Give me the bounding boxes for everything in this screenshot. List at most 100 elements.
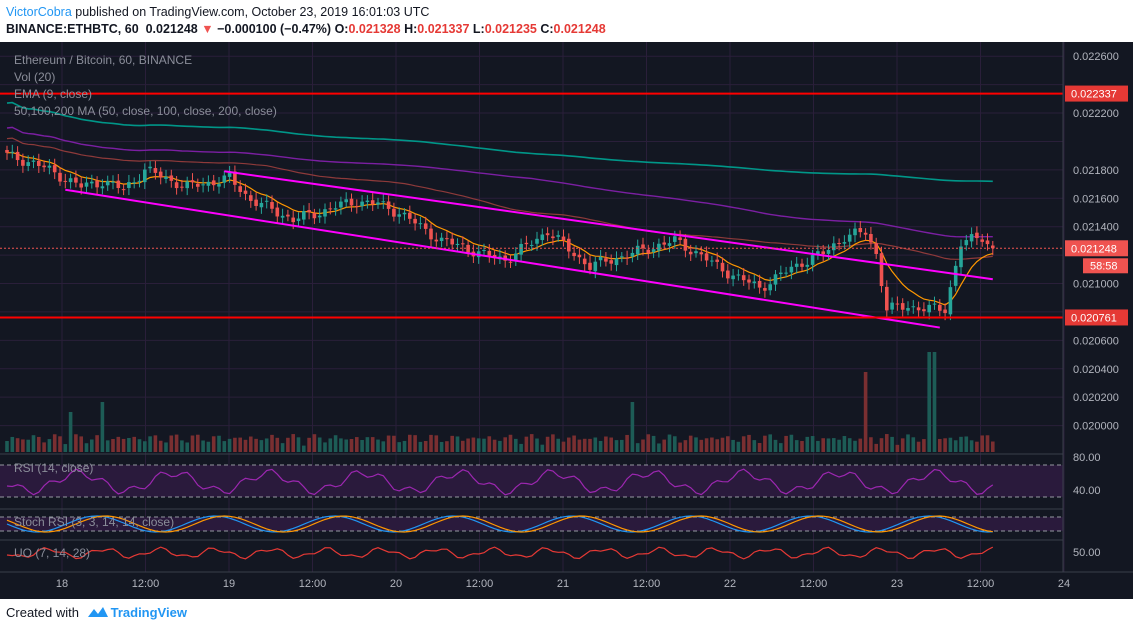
candle-body (688, 251, 693, 255)
legend-uo: UO (7, 14, 28) (14, 546, 90, 560)
candle-body (816, 251, 820, 255)
candle-body (863, 232, 868, 235)
volume-bar (418, 441, 423, 452)
candle-body (418, 223, 423, 225)
current-price-tag (1065, 240, 1128, 257)
volume-bar (127, 437, 131, 452)
candle-body (323, 209, 327, 217)
candle-body (991, 245, 995, 249)
time-tick-label: 12:00 (132, 578, 160, 590)
channel-upper-line (224, 170, 993, 281)
candle-body (264, 200, 269, 202)
price-chart[interactable]: 0.022600 0.022200 0.021800 0.021600 0.021400… (0, 42, 1133, 599)
volume-bar (307, 437, 311, 452)
candle-body (741, 275, 746, 281)
volume-bar (688, 435, 693, 452)
volume-bar (291, 434, 295, 452)
volume-bar (164, 442, 168, 452)
volume-bar (243, 439, 248, 452)
author-link[interactable]: VictorCobra (6, 5, 72, 19)
candle-body (370, 200, 375, 205)
candle-body (413, 218, 417, 224)
candle-body (657, 243, 661, 251)
candle-body (185, 181, 189, 189)
candle-body (609, 260, 613, 264)
candle-body (975, 232, 979, 239)
volume-bar (620, 439, 624, 452)
open-label: O: (334, 22, 349, 36)
time-tick-label: 18 (56, 578, 68, 590)
volume-bar (471, 437, 476, 452)
candle-body (317, 215, 322, 218)
volume-bar (302, 445, 306, 452)
volume-bar (249, 436, 253, 452)
candle-body (842, 242, 847, 244)
volume-bar (593, 437, 598, 452)
volume-bar (47, 439, 52, 452)
volume-bar (31, 435, 36, 452)
candle-body (397, 214, 401, 217)
volume-bar (270, 434, 274, 452)
volume-bar (476, 438, 481, 452)
volume-bar (900, 438, 905, 452)
candle-body (211, 180, 216, 186)
candle-body (461, 243, 465, 245)
legend-stoch-rsi: Stoch RSI (3, 3, 14, 14, close) (14, 515, 174, 529)
time-tick-label: 23 (891, 578, 903, 590)
volume-bar (874, 443, 878, 452)
candle-body (593, 261, 598, 272)
candle-body (784, 272, 788, 274)
volume-bar (715, 439, 719, 452)
volume-bar (609, 437, 613, 452)
candle-body (572, 252, 576, 257)
candle-body (254, 199, 258, 206)
volume-bar (180, 440, 184, 452)
volume-bar (5, 441, 9, 452)
candle-body (773, 274, 778, 285)
candle-body (487, 250, 492, 256)
candle-body (434, 239, 439, 242)
volume-bar (662, 439, 666, 452)
volume-bar (259, 440, 264, 452)
price-tick-label: 0.020000 (1073, 421, 1119, 433)
candle-body (137, 180, 142, 182)
candle-body (847, 234, 852, 242)
volume-bar (667, 434, 672, 452)
tradingview-link[interactable]: TradingView (110, 605, 187, 620)
volume-bar (842, 436, 847, 452)
candle-body (243, 190, 248, 194)
volume-bars (5, 352, 995, 452)
legend-title: Ethereum / Bitcoin, 60, BINANCE (14, 53, 192, 67)
time-tick-label: 12:00 (800, 578, 828, 590)
candle-body (969, 234, 974, 242)
resistance-price-label: 0.022337 (1071, 89, 1117, 101)
volume-bar (683, 440, 688, 452)
volume-bar (408, 434, 412, 452)
publish-line: VictorCobra published on TradingView.com… (6, 5, 429, 19)
candle-body (111, 181, 115, 183)
volume-bar (779, 443, 783, 452)
volume-bar (646, 434, 651, 452)
candle-body (275, 207, 280, 217)
candle-body (127, 182, 131, 188)
volume-bar (487, 436, 492, 452)
candle-body (800, 263, 804, 267)
candle-body (911, 306, 916, 308)
volume-bar (158, 440, 163, 452)
volume-bar (890, 436, 894, 452)
candle-body (604, 258, 608, 262)
candle-body (726, 270, 730, 279)
volume-bar (816, 440, 820, 452)
candle-body (238, 186, 242, 192)
volume-bar (975, 441, 979, 452)
volume-bar (201, 440, 205, 452)
volume-bar (365, 437, 370, 452)
candle-body (429, 228, 433, 240)
candle-body (577, 254, 582, 258)
candle-body (524, 242, 529, 245)
candle-body (646, 249, 651, 254)
support-price-tag (1065, 309, 1128, 326)
volume-bar (763, 435, 767, 452)
quote-line: BINANCE:ETHBTC, 60 0.021248 ▼ −0.000100 … (6, 22, 606, 36)
uo-line (6, 546, 994, 560)
